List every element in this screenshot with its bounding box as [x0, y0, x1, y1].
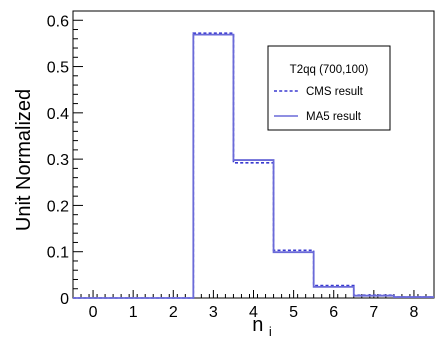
x-axis-title: n i — [252, 314, 272, 339]
y-tick-label: 0.6 — [47, 13, 69, 30]
legend-label-cms: CMS result — [306, 86, 364, 98]
y-tick-label: 0.3 — [47, 152, 69, 169]
y-tick-label: 0.1 — [47, 245, 69, 262]
y-tick-label: 0.4 — [47, 106, 69, 123]
legend-title: T2qq (700,100) — [290, 64, 369, 76]
x-tick-label: 3 — [209, 304, 218, 321]
x-axis-title-sub: i — [269, 324, 272, 339]
series-ma5 — [73, 33, 434, 299]
x-tick-label: 4 — [249, 304, 258, 321]
y-tick-label: 0.2 — [47, 198, 69, 215]
x-tick-label: 7 — [369, 304, 378, 321]
legend: T2qq (700,100) CMS result MA5 result — [267, 45, 391, 131]
series-outline — [73, 33, 434, 299]
x-tick-label: 5 — [289, 304, 298, 321]
y-axis-title: Unit Normalized — [13, 89, 35, 231]
x-tick-label: 1 — [129, 304, 138, 321]
x-tick-label: 0 — [89, 304, 98, 321]
x-tick-label: 2 — [169, 304, 178, 321]
x-tick-label: 6 — [329, 304, 338, 321]
series-layer — [73, 32, 434, 299]
axis-ticks: 0 1 2 3 4 5 6 7 8 0 0.1 0.2 0.3 0.4 0.5 0.6 — [47, 10, 435, 321]
x-axis-title-main: n — [252, 314, 263, 336]
legend-label-ma5: MA5 result — [306, 111, 362, 123]
y-tick-label: 0 — [60, 291, 69, 308]
x-tick-label: 8 — [409, 304, 418, 321]
y-tick-label: 0.5 — [47, 60, 69, 77]
